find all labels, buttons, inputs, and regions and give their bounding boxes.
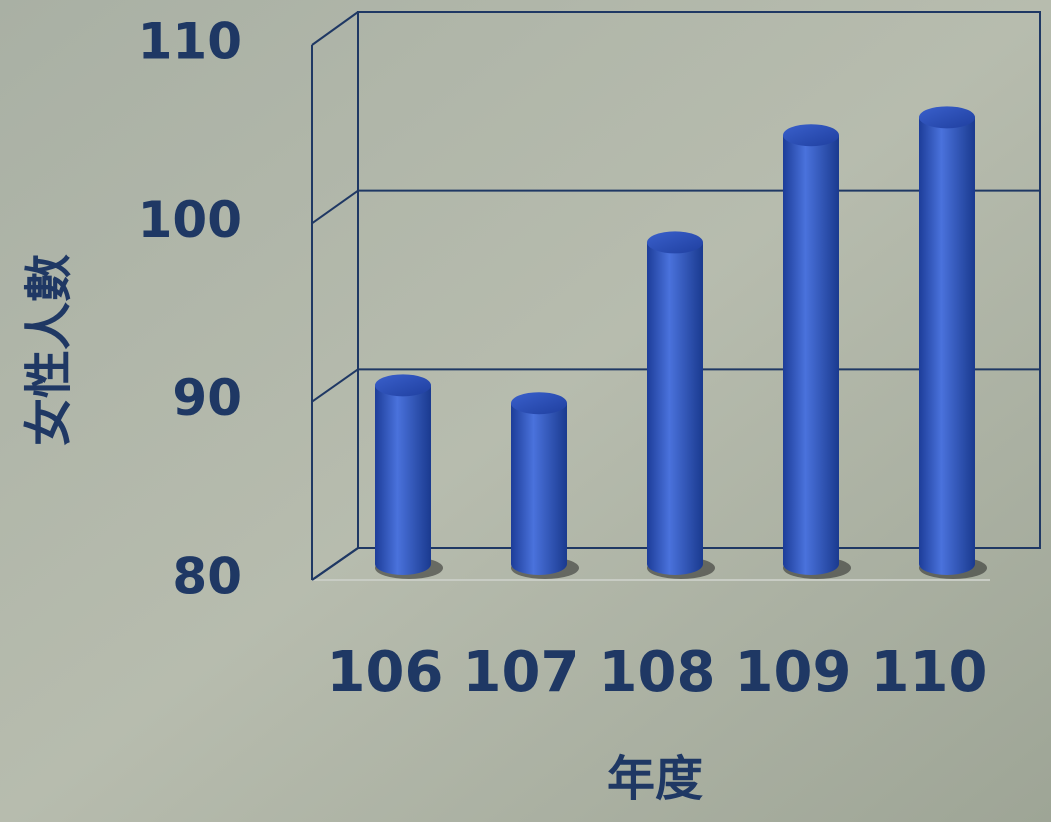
bar [375, 374, 443, 579]
bar-body [783, 135, 839, 575]
y-tick-label: 90 [172, 369, 242, 427]
y-tick-label: 110 [138, 13, 242, 71]
x-tick-label: 106 [327, 640, 444, 705]
bar [783, 124, 851, 579]
bar [647, 231, 715, 579]
bar [511, 392, 579, 579]
grid-line [311, 11, 359, 46]
bar-cap [647, 231, 703, 254]
bar-cap [783, 124, 839, 147]
bar-body [919, 117, 975, 575]
bar [919, 106, 987, 579]
grid-line [311, 368, 359, 403]
bar-cap [919, 106, 975, 129]
bar-body [647, 242, 703, 575]
bar-cap [511, 392, 567, 415]
bar-cap [375, 374, 431, 397]
x-tick-label: 107 [463, 640, 580, 705]
y-tick-label: 80 [172, 548, 242, 606]
grid-line [311, 189, 359, 225]
x-tick-label: 110 [871, 640, 988, 705]
x-tick-label: 109 [735, 640, 852, 705]
y-axis-title: 女性人數 [21, 254, 77, 446]
x-axis-title: 年度 [607, 751, 703, 807]
bar-body [511, 403, 567, 575]
grid-line [311, 547, 359, 581]
bar-body [375, 385, 431, 575]
y-tick-label: 100 [138, 191, 242, 249]
x-tick-label: 108 [599, 640, 716, 705]
